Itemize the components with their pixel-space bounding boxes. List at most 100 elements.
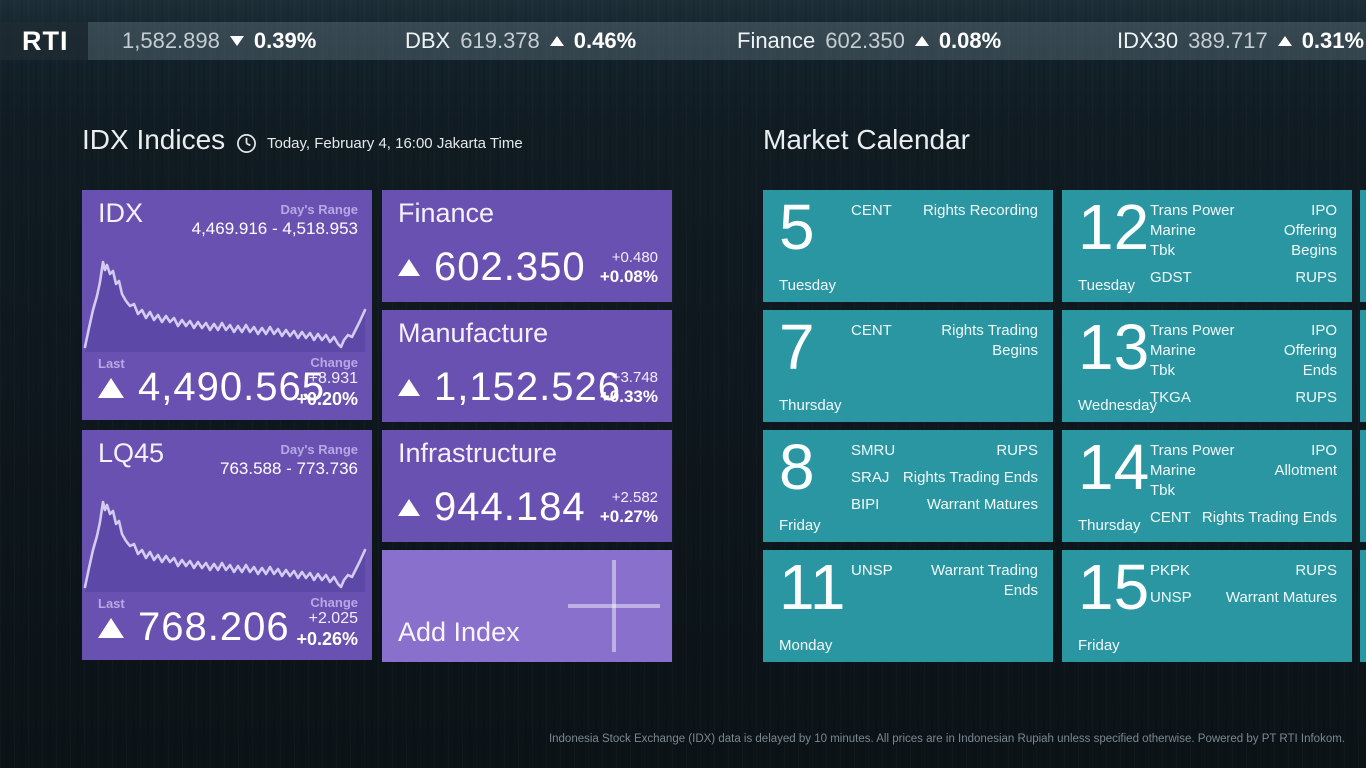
calendar-tile-partial[interactable] xyxy=(1360,430,1366,542)
add-index-button[interactable]: Add Index xyxy=(382,550,672,662)
calendar-tile-day5[interactable]: 5 Tuesday CENT Rights Recording xyxy=(763,190,1053,302)
calendar-weekday: Thursday xyxy=(1078,517,1141,534)
last-label: Last xyxy=(98,596,125,611)
event-name: IPO Offering Begins xyxy=(1283,202,1337,259)
change-value: +2.025 xyxy=(308,609,358,627)
tile-title: IDX xyxy=(98,198,144,228)
ticker-item-finance[interactable]: Finance 602.350 0.08% xyxy=(737,22,1001,60)
ticker-value: 1,582.898 xyxy=(122,28,220,53)
calendar-tile-day11[interactable]: 11 Monday UNSP Warrant Trading Ends xyxy=(763,550,1053,662)
index-tile-manufacture[interactable]: Manufacture 1,152.526 +3.748 +0.33% xyxy=(382,310,672,422)
event-name: RUPS xyxy=(1295,269,1337,286)
calendar-day-number: 12 xyxy=(1078,191,1150,263)
index-tile-finance[interactable]: Finance 602.350 +0.480 +0.08% xyxy=(382,190,672,302)
event-name: RUPS xyxy=(1295,562,1337,579)
app-logo: RTI xyxy=(0,22,88,60)
calendar-tile-day15[interactable]: 15 Friday PKPK RUPS UNSP Warrant Matures xyxy=(1062,550,1352,662)
tile-title: Finance xyxy=(398,198,495,228)
calendar-weekday: Tuesday xyxy=(779,277,836,294)
days-range-value: 4,469.916 - 4,518.953 xyxy=(191,219,358,238)
ticker-value: 389.717 xyxy=(1188,28,1268,53)
event-symbol: PKPK xyxy=(1150,562,1191,579)
event-symbol: Trans Power Marine Tbk xyxy=(1150,202,1235,259)
event-symbol: UNSP xyxy=(851,562,893,579)
event-name: Rights Recording xyxy=(922,202,1038,219)
ticker-item-idx30[interactable]: IDX30 389.717 0.31% xyxy=(1117,22,1364,60)
last-value: 4,490.565 xyxy=(138,365,325,409)
ticker-percent: 0.08% xyxy=(938,28,1002,53)
calendar-day-number: 5 xyxy=(779,191,815,263)
calendar-weekday: Tuesday xyxy=(1078,277,1135,294)
calendar-day-number: 15 xyxy=(1078,551,1150,623)
calendar-event-row: UNSP Warrant Trading Ends xyxy=(851,561,1038,601)
arrow-down-icon xyxy=(229,36,244,46)
timestamp-text: Today, February 4, 16:00 Jakarta Time xyxy=(267,135,523,152)
ticker-value: 602.350 xyxy=(825,28,905,53)
event-name: Warrant Trading Ends xyxy=(931,562,1038,599)
calendar-tile-partial[interactable] xyxy=(1360,550,1366,662)
index-tile-lq45[interactable]: LQ45 Day's Range 763.588 - 773.736 Last … xyxy=(82,430,372,660)
index-tile-infrastructure[interactable]: Infrastructure 944.184 +2.582 +0.27% xyxy=(382,430,672,542)
event-symbol: TKGA xyxy=(1150,389,1191,406)
calendar-weekday: Thursday xyxy=(779,397,842,414)
market-calendar-title: Market Calendar xyxy=(763,124,970,155)
event-name: Warrant Matures xyxy=(926,496,1038,513)
calendar-day-number: 13 xyxy=(1078,311,1150,383)
ticker-item-composite[interactable]: 1,582.898 0.39% xyxy=(122,22,316,60)
calendar-day-number: 11 xyxy=(779,551,846,623)
change-percent: +0.33% xyxy=(599,387,658,407)
event-name: RUPS xyxy=(996,442,1038,459)
plus-icon xyxy=(568,560,660,652)
days-range-value: 763.588 - 773.736 xyxy=(219,459,358,478)
calendar-event-row: UNSP Warrant Matures xyxy=(1150,588,1337,608)
ticker-item-dbx[interactable]: DBX 619.378 0.46% xyxy=(405,22,636,60)
calendar-day-number: 7 xyxy=(779,311,815,383)
calendar-tile-partial[interactable] xyxy=(1360,310,1366,422)
change-value: +0.480 xyxy=(611,248,658,266)
calendar-event-row: Trans Power Marine Tbk IPO Allotment xyxy=(1150,441,1337,501)
days-range-label: Day's Range xyxy=(280,442,358,457)
change-percent: +0.26% xyxy=(296,628,358,649)
calendar-tile-day13[interactable]: 13 Wednesday Trans Power Marine Tbk IPO … xyxy=(1062,310,1352,422)
event-symbol: SRAJ xyxy=(851,469,890,486)
change-value: +2.582 xyxy=(611,488,658,506)
event-symbol: BIPI xyxy=(851,496,880,513)
calendar-event-row: SMRU RUPS xyxy=(851,441,1038,461)
calendar-weekday: Friday xyxy=(1078,637,1120,654)
index-tile-idx[interactable]: IDX Day's Range 4,469.916 - 4,518.953 La… xyxy=(82,190,372,420)
calendar-event-row: Trans Power Marine Tbk IPO Offering Begi… xyxy=(1150,201,1337,261)
event-name: Rights Trading Begins xyxy=(941,322,1038,359)
calendar-tile-day7[interactable]: 7 Thursday CENT Rights Trading Begins xyxy=(763,310,1053,422)
index-value: 944.184 xyxy=(434,485,586,529)
calendar-event-row: CENT Rights Trading Begins xyxy=(851,321,1038,361)
calendar-event-row: SRAJ Rights Trading Ends xyxy=(851,468,1038,488)
event-symbol: CENT xyxy=(851,202,892,219)
event-name: Rights Trading Ends xyxy=(1201,509,1337,526)
change-label: Change xyxy=(310,594,358,610)
calendar-event-row: CENT Rights Recording xyxy=(851,201,1038,221)
event-name: Rights Trading Ends xyxy=(902,469,1038,486)
ticker-symbol: IDX30 xyxy=(1117,28,1179,53)
calendar-tile-partial[interactable] xyxy=(1360,190,1366,302)
event-name: Warrant Matures xyxy=(1225,589,1337,606)
ticker-percent: 0.46% xyxy=(573,28,637,53)
change-percent: +0.20% xyxy=(296,388,358,409)
days-range-label: Day's Range xyxy=(280,202,358,217)
arrow-up-icon xyxy=(98,377,124,398)
calendar-event-row: CENT Rights Trading Ends xyxy=(1150,508,1337,528)
calendar-tile-day14[interactable]: 14 Thursday Trans Power Marine Tbk IPO A… xyxy=(1062,430,1352,542)
arrow-up-icon xyxy=(914,36,929,46)
ticker-bar: RTI 1,582.898 0.39% DBX 619.378 0.46% Fi… xyxy=(0,22,1366,60)
calendar-weekday: Monday xyxy=(779,637,833,654)
event-name: RUPS xyxy=(1295,389,1337,406)
tile-title: Infrastructure xyxy=(398,438,558,468)
last-value: 768.206 xyxy=(138,605,290,649)
calendar-tile-day8[interactable]: 8 Friday SMRU RUPS SRAJ Rights Trading E… xyxy=(763,430,1053,542)
change-percent: +0.08% xyxy=(599,267,658,287)
event-symbol: CENT xyxy=(1150,509,1191,526)
calendar-tile-day12[interactable]: 12 Tuesday Trans Power Marine Tbk IPO Of… xyxy=(1062,190,1352,302)
change-value: +8.931 xyxy=(308,369,358,387)
last-label: Last xyxy=(98,356,125,371)
timestamp-row: Today, February 4, 16:00 Jakarta Time xyxy=(236,133,523,154)
